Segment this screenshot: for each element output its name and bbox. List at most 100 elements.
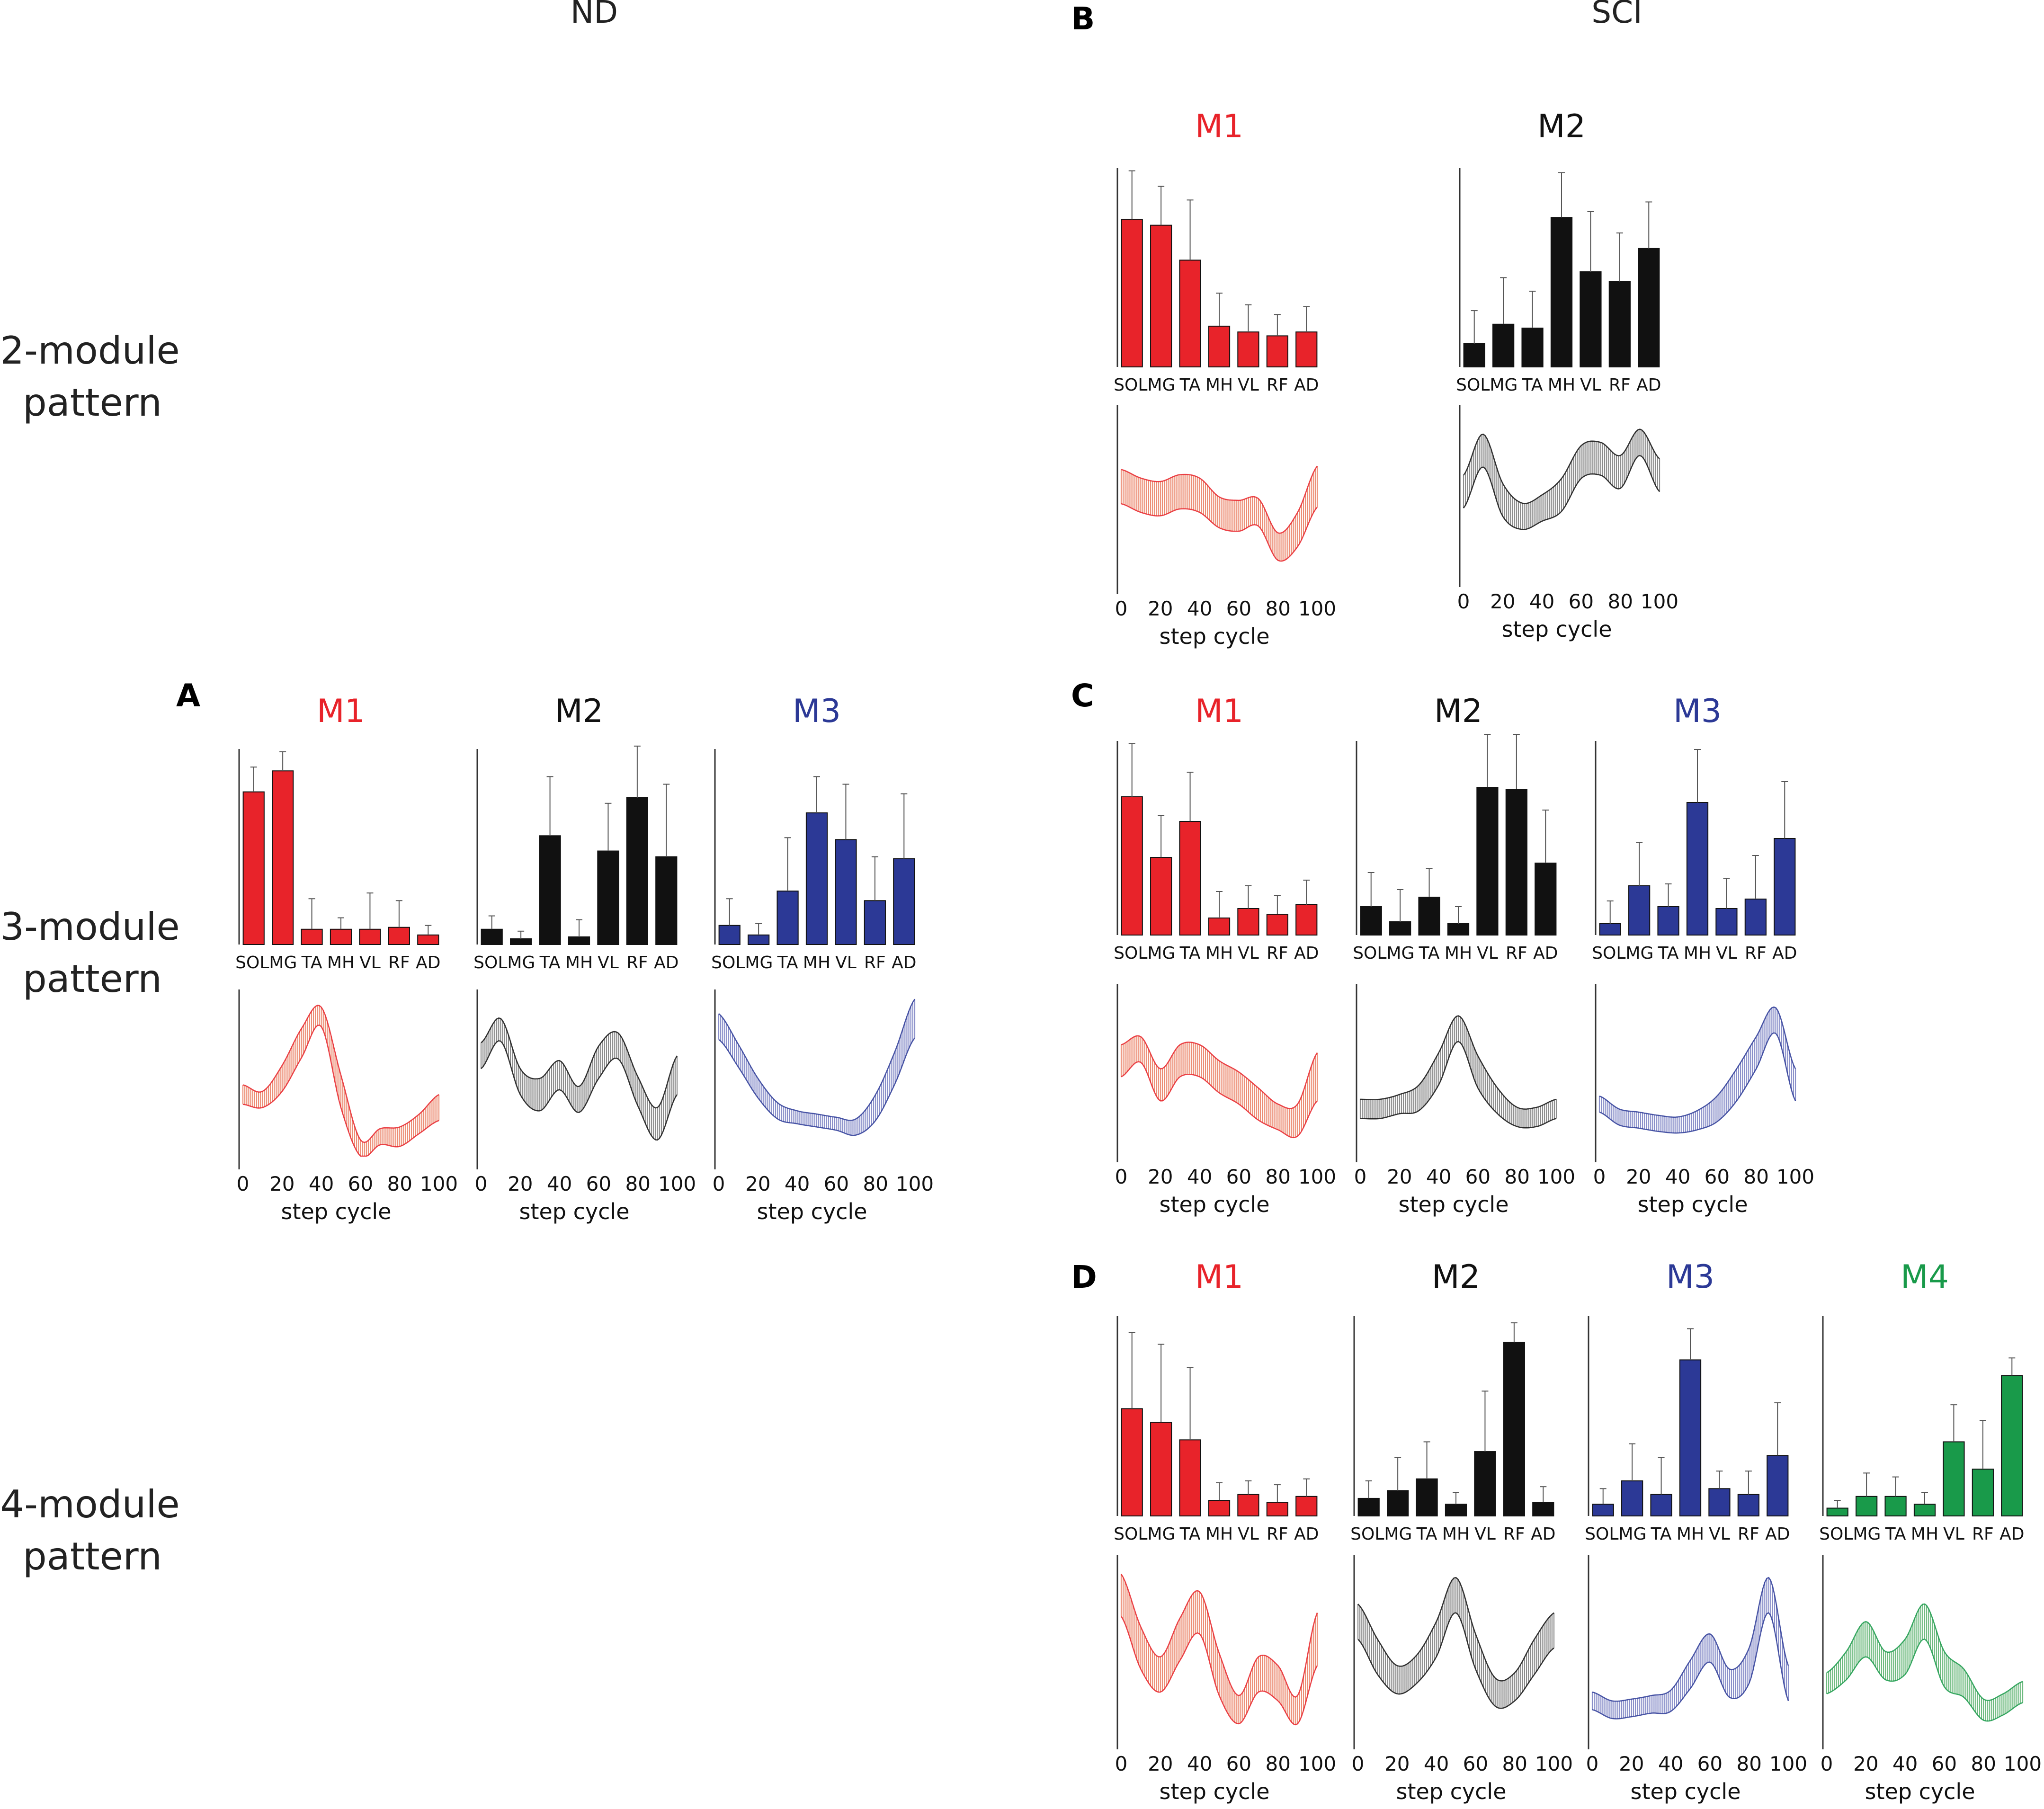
- bar-rf: [1503, 1342, 1525, 1517]
- sd-lower-line: [1592, 1612, 1789, 1720]
- bar-mg: [1150, 224, 1172, 367]
- x-tick-label: 60: [1697, 1752, 1723, 1775]
- x-tick-label: 100: [1535, 1752, 1573, 1775]
- module-pa-m1: M1 SOL MG TA MH VL RF AD 0 20 40 60 80 100 step cycle: [235, 693, 458, 1224]
- x-tick-label: 60: [1226, 597, 1251, 620]
- sd-upper-line: [718, 998, 916, 1121]
- x-axis-label: step cycle: [1501, 616, 1612, 642]
- bar-ta: [1179, 1439, 1201, 1517]
- muscle-label: AD: [1531, 1524, 1555, 1544]
- x-tick-label: 60: [1463, 1752, 1488, 1775]
- module-title: M1: [1195, 693, 1243, 730]
- x-axis-label: step cycle: [519, 1199, 629, 1224]
- x-tick-label: 20: [1384, 1752, 1410, 1775]
- sd-upper-line: [1121, 465, 1318, 534]
- bar-chart: SOL MG TA MH VL RF AD: [711, 749, 916, 972]
- muscle-label: TA: [1651, 1524, 1672, 1544]
- bar-vl: [1474, 1451, 1496, 1517]
- x-tick-label: 100: [1298, 1165, 1336, 1188]
- curve-chart: 0 20 40 60 80 100 step cycle: [237, 989, 458, 1224]
- bar-mh: [1679, 1359, 1702, 1516]
- x-tick-label: 80: [1504, 1165, 1529, 1188]
- muscle-label: AD: [416, 953, 440, 972]
- muscle-label: RF: [1267, 1524, 1288, 1544]
- muscle-label: MG: [1147, 375, 1175, 395]
- muscle-label: AD: [892, 953, 916, 972]
- x-tick-label: 0: [1352, 1752, 1365, 1775]
- x-tick-label: 60: [348, 1172, 373, 1195]
- x-tick-label: 80: [625, 1172, 650, 1195]
- module-pc-m2: M2 SOL MG TA MH VL RF AD 0 20 40 60 80 100 step cycle: [1353, 693, 1575, 1217]
- muscle-label: VL: [1709, 1524, 1730, 1544]
- bar-ad: [655, 856, 678, 945]
- curve-chart: 0 20 40 60 80 100 step cycle: [1115, 984, 1336, 1217]
- x-tick-label: 100: [420, 1172, 458, 1195]
- bar-mh: [805, 812, 828, 945]
- bar-mh: [1447, 923, 1470, 936]
- muscle-label: MG: [1386, 944, 1414, 963]
- sd-upper-line: [1121, 1035, 1318, 1109]
- muscle-label: VL: [359, 953, 381, 972]
- bar-mg: [1150, 857, 1172, 936]
- x-tick-label: 40: [1187, 1165, 1212, 1188]
- x-tick-label: 60: [586, 1172, 611, 1195]
- x-tick-label: 80: [1743, 1165, 1768, 1188]
- x-tick-label: 20: [1853, 1752, 1878, 1775]
- curve-chart: 0 20 40 60 80 100 step cycle: [1821, 1555, 2042, 1804]
- x-tick-label: 40: [1187, 597, 1212, 620]
- panel-letter-d: D: [1071, 1259, 1097, 1295]
- muscle-label: SOL: [1114, 1524, 1147, 1544]
- bar-ta: [1179, 259, 1201, 367]
- muscle-label: SOL: [1114, 375, 1147, 395]
- bar-ta: [1179, 821, 1201, 936]
- x-axis-label: step cycle: [1865, 1779, 1975, 1804]
- bar-mh: [1208, 325, 1231, 368]
- muscle-label: VL: [1238, 1524, 1259, 1544]
- muscle-label: TA: [1179, 944, 1201, 963]
- muscle-label: AD: [1533, 944, 1558, 963]
- x-tick-label: 0: [1115, 597, 1128, 620]
- curve-chart: 0 20 40 60 80 100 step cycle: [1593, 984, 1814, 1217]
- muscle-label: RF: [864, 953, 886, 972]
- module-pa-m3: M3 SOL MG TA MH VL RF AD 0 20 40 60 80 100 step cycle: [711, 693, 934, 1224]
- x-tick-label: 40: [1665, 1165, 1690, 1188]
- bar-rf: [1744, 899, 1767, 936]
- x-tick-label: 100: [1769, 1752, 1807, 1775]
- bar-chart: SOL MG TA MH VL RF AD: [1114, 168, 1319, 395]
- bar-rf: [1266, 335, 1288, 368]
- muscle-label: MH: [1677, 1524, 1704, 1544]
- x-tick-label: 60: [1226, 1165, 1251, 1188]
- x-tick-label: 0: [1593, 1165, 1606, 1188]
- x-tick-label: 100: [1776, 1165, 1814, 1188]
- x-axis-label: step cycle: [1159, 1779, 1269, 1804]
- x-axis-label: step cycle: [1637, 1192, 1748, 1217]
- module-title: M1: [1195, 108, 1243, 145]
- muscle-label: RF: [1267, 944, 1288, 963]
- x-tick-label: 40: [1658, 1752, 1683, 1775]
- muscle-label: RF: [1506, 944, 1527, 963]
- bar-ta: [301, 928, 323, 945]
- x-axis-label: step cycle: [1398, 1192, 1508, 1217]
- x-tick-label: 100: [1298, 597, 1336, 620]
- row-label-2-module-line2: pattern: [23, 381, 162, 425]
- bar-ad: [1535, 863, 1557, 936]
- muscle-label: VL: [835, 953, 857, 972]
- x-tick-label: 0: [1821, 1752, 1833, 1775]
- module-title: M3: [1673, 693, 1722, 730]
- muscle-label: RF: [626, 953, 648, 972]
- bar-sol: [1121, 219, 1143, 367]
- x-axis-label: step cycle: [1159, 1192, 1269, 1217]
- bar-sol: [718, 925, 741, 945]
- muscle-label: VL: [598, 953, 619, 972]
- muscle-label: AD: [1765, 1524, 1790, 1544]
- bar-mg: [1150, 1422, 1172, 1516]
- curve-chart: 0 20 40 60 80 100 step cycle: [475, 989, 696, 1224]
- module-title: M2: [1434, 693, 1482, 730]
- muscle-label: AD: [1999, 1524, 2024, 1544]
- x-tick-label: 60: [1226, 1752, 1251, 1775]
- bar-sol: [1826, 1507, 1848, 1517]
- curve-chart: 0 20 40 60 80 100 step cycle: [1586, 1555, 1807, 1804]
- bar-mg: [272, 770, 294, 945]
- muscle-label: SOL: [235, 953, 269, 972]
- muscle-label: MG: [1147, 1524, 1175, 1544]
